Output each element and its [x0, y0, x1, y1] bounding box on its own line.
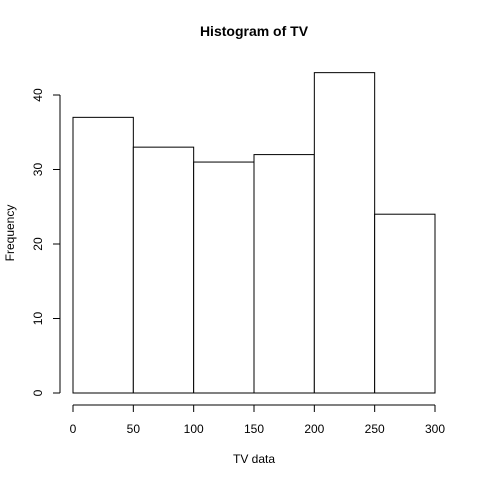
- chart-title: Histogram of TV: [200, 23, 309, 39]
- y-tick-label: 20: [31, 237, 45, 251]
- y-axis: 0 10 20 30 40: [31, 88, 61, 396]
- histogram-bar: [72, 116, 134, 394]
- x-axis-label: TV data: [233, 452, 275, 466]
- y-tick-label: 30: [31, 163, 45, 177]
- y-axis-label: Frequency: [3, 205, 17, 262]
- histogram-bar: [253, 154, 315, 394]
- histogram-bar: [132, 146, 195, 394]
- histogram-bar: [313, 72, 376, 394]
- x-tick-label: 0: [70, 422, 77, 436]
- y-tick-label: 0: [31, 389, 45, 396]
- x-tick-label: 50: [127, 422, 141, 436]
- x-tick-label: 200: [304, 422, 324, 436]
- histogram-bar: [193, 161, 255, 394]
- bars-group: [72, 72, 436, 394]
- y-tick-label: 40: [31, 88, 45, 102]
- x-tick-label: 100: [184, 422, 204, 436]
- x-axis: 0 50 100 150 200 250 300: [70, 404, 445, 436]
- y-tick-label: 10: [31, 312, 45, 326]
- x-tick-label: 150: [244, 422, 264, 436]
- x-tick-label: 300: [425, 422, 445, 436]
- histogram-bar: [374, 213, 436, 394]
- x-tick-label: 250: [365, 422, 385, 436]
